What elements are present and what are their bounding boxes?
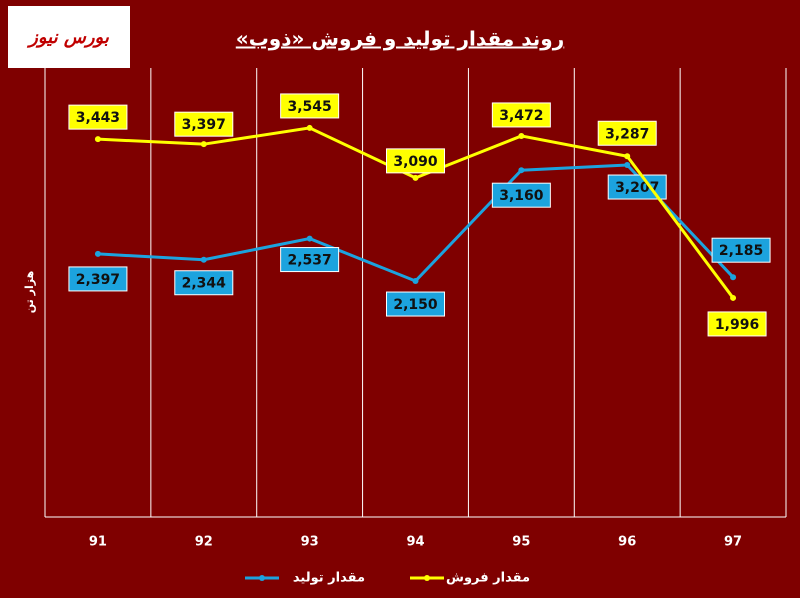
point	[94, 136, 101, 143]
point	[94, 250, 101, 257]
point	[730, 294, 737, 301]
data-label: 3,443	[76, 110, 120, 126]
data-label: 2,150	[393, 297, 438, 313]
data-label: 3,160	[499, 188, 544, 204]
data-label: 2,185	[719, 243, 763, 259]
data-label-box	[386, 291, 445, 317]
legend-label: مقدار تولید	[293, 571, 365, 586]
data-label: 2,397	[76, 272, 120, 288]
point	[200, 141, 207, 148]
x-tick-label: 94	[406, 535, 424, 550]
data-label-box	[174, 270, 234, 296]
point	[624, 153, 631, 160]
data-label: 3,397	[182, 117, 226, 133]
data-label-box	[597, 120, 657, 146]
y-axis-label: هزار تن	[23, 271, 36, 313]
x-tick-label: 97	[724, 535, 742, 550]
data-label: 3,545	[287, 99, 331, 115]
x-tick-label: 96	[618, 535, 636, 550]
legend-label: مقدار فروش	[446, 571, 530, 586]
point	[412, 278, 419, 285]
data-label: 2,537	[287, 253, 331, 269]
point	[518, 132, 525, 139]
logo: بورس نیوز	[26, 27, 110, 48]
point	[624, 162, 631, 169]
data-label-box	[607, 174, 667, 200]
data-label: 3,090	[393, 154, 438, 170]
x-tick-label: 93	[301, 535, 319, 550]
x-tick-label: 95	[512, 535, 530, 550]
data-label-box	[68, 266, 128, 292]
data-label-box	[68, 104, 128, 130]
x-tick-label: 92	[195, 535, 213, 550]
point	[306, 124, 313, 131]
point	[730, 274, 737, 281]
data-label-box	[280, 93, 340, 119]
chart-title: روند مقدار تولید و فروش «ذوب»	[236, 27, 564, 51]
point	[518, 167, 525, 174]
data-label-box	[491, 182, 551, 208]
point	[200, 256, 207, 263]
point	[306, 235, 313, 242]
data-label-box	[707, 311, 767, 337]
point	[412, 174, 419, 181]
x-tick-label: 91	[89, 535, 107, 550]
data-label-box	[711, 237, 771, 263]
data-label-box	[491, 102, 551, 128]
logo-box	[8, 6, 130, 68]
legend-marker	[259, 575, 265, 581]
data-label: 3,287	[605, 126, 649, 142]
data-label: 2,344	[182, 276, 227, 292]
legend-marker	[424, 575, 430, 581]
data-label-box	[174, 111, 234, 137]
data-label: 3,472	[499, 108, 543, 124]
data-label-box	[280, 247, 340, 273]
data-label-box	[386, 148, 445, 174]
data-label: 1,996	[715, 317, 759, 333]
